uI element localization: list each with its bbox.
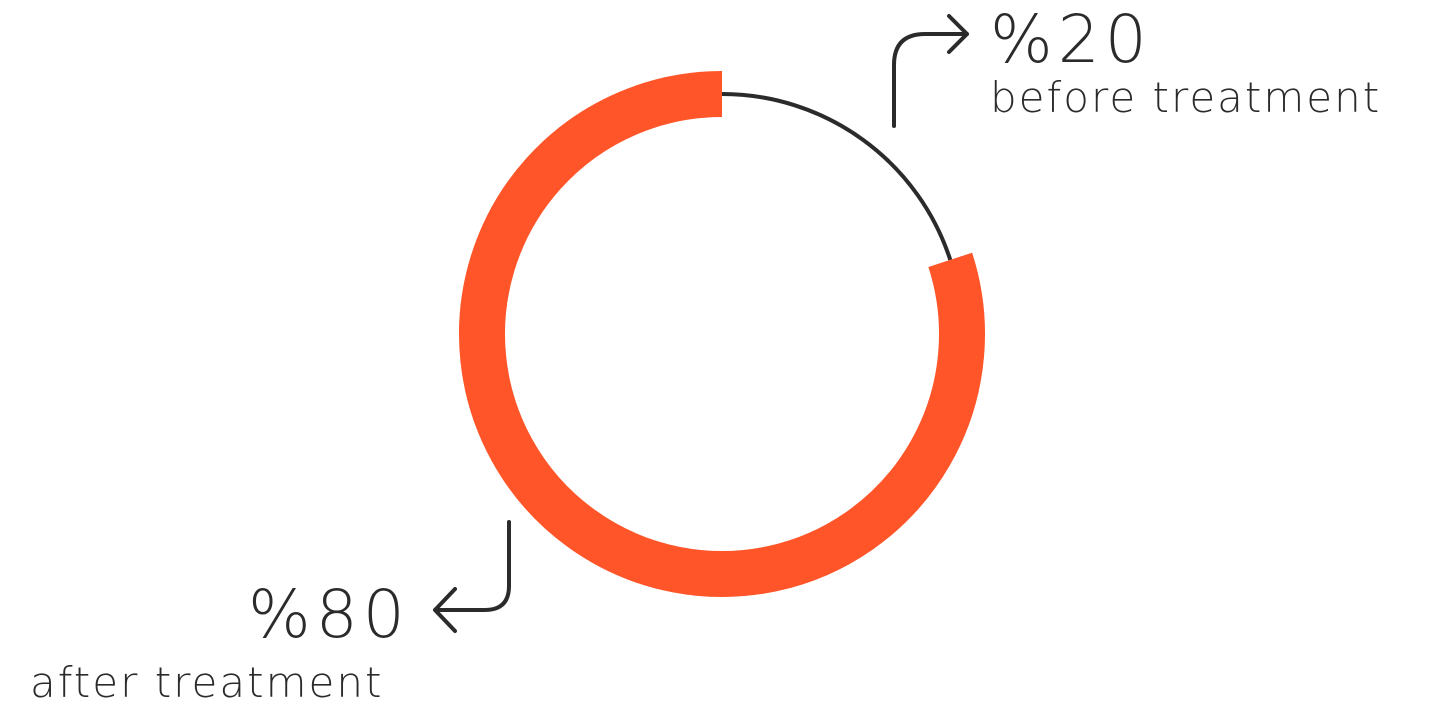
before-callout-arrow-icon <box>892 14 969 128</box>
ring-layer <box>459 71 985 597</box>
before-slice-label: before treatment <box>990 73 1381 122</box>
after-callout-arrow-icon <box>433 520 511 633</box>
after-slice-label: after treatment <box>30 658 383 704</box>
after-value-label: %80 <box>248 576 410 653</box>
donut-slice-after-treatment <box>459 71 985 597</box>
before-value-label: %20 <box>990 1 1152 78</box>
donut-slice-before-treatment <box>721 92 953 261</box>
